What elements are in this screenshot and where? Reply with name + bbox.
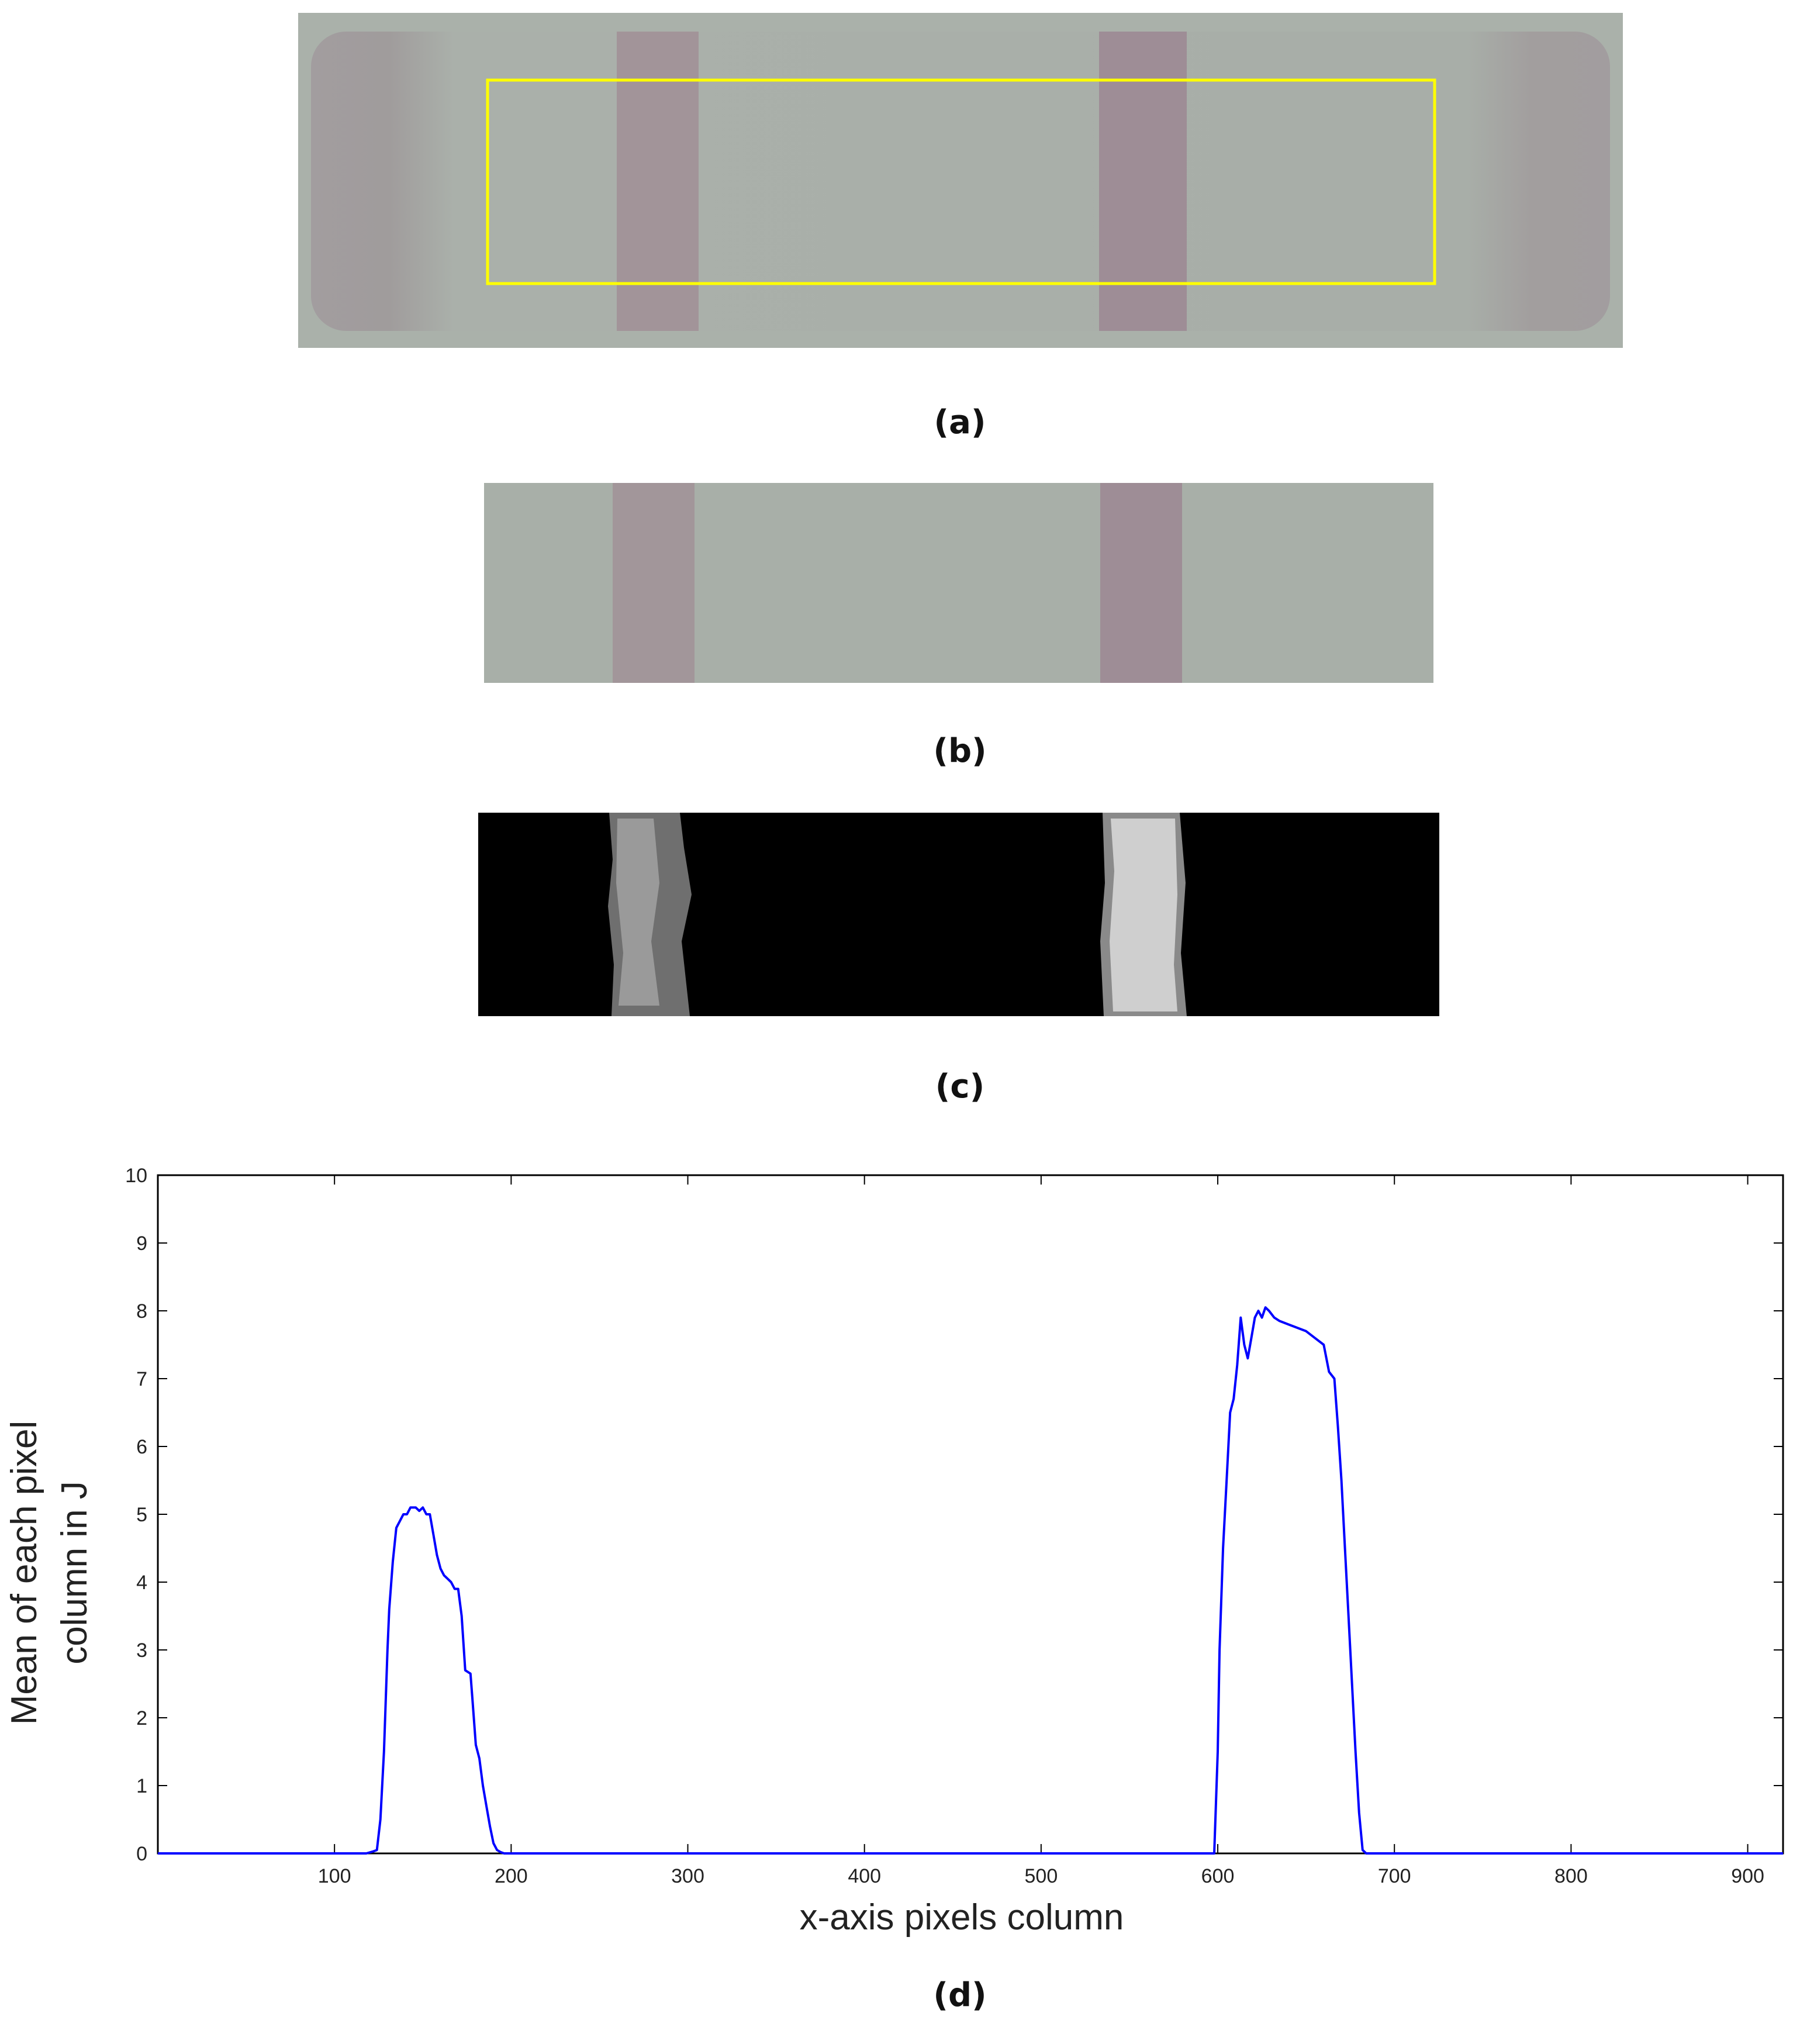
roi-box [486,78,1436,285]
test-line [617,32,699,331]
x-tick-label: 600 [1201,1865,1235,1887]
x-tick-label: 300 [671,1865,704,1887]
segmented-test-band-core [616,819,659,1006]
plot-frame [157,1174,1784,1855]
y-axis-label-line1: Mean of each pixel [4,1421,44,1725]
caption-d: (d) [933,1976,987,2014]
y-tick-label: 4 [136,1572,147,1594]
y-tick-label: 8 [136,1300,147,1323]
x-tick-label: 100 [318,1865,351,1887]
strip-photo-full [298,13,1623,348]
y-tick-label: 1 [136,1775,147,1797]
chart-axes: 100 200 300 400 500 600 700 800 900 0 1 2 3 4 5 6 7 8 9 10 [125,1165,1784,1887]
x-tick-label: 500 [1025,1865,1058,1887]
chart-panel: 100 200 300 400 500 600 700 800 900 0 1 2 3 4 5 6 7 8 9 10 … [0,1146,1800,1964]
chart-labels: x-axis pixels column Mean of each pixel … [4,1421,1124,1938]
x-axis-label: x-axis pixels column [800,1897,1124,1938]
segmented-image [478,813,1439,1016]
x-tick-label: 900 [1731,1865,1764,1887]
y-axis-label-line2: column in J [54,1481,95,1665]
roi-crop-panel [484,483,1433,683]
x-tick-label: 200 [495,1865,528,1887]
roi-control-line [1100,483,1182,683]
y-tick-label: 6 [136,1436,147,1458]
y-tick-label: 5 [136,1504,147,1526]
caption-b: (b) [933,732,987,770]
strip-photo-panel [298,13,1623,348]
caption-c: (c) [935,1068,985,1106]
chart-series [158,1306,1783,1855]
caption-a: (a) [934,403,986,441]
x-tick-label: 400 [848,1865,881,1887]
y-tick-label: 7 [136,1368,147,1390]
profile-chart: 100 200 300 400 500 600 700 800 900012345678910 … [4,1165,1784,1938]
x-tick-label: 700 [1378,1865,1411,1887]
y-tick-label: 9 [136,1232,147,1255]
segmented-control-band-core [1110,819,1177,1011]
roi-test-line [613,483,695,683]
strip-window [311,32,1610,331]
series-line [158,1306,1783,1855]
x-tick-label: 800 [1554,1865,1588,1887]
control-line [1099,32,1187,331]
roi-crop-image [484,483,1433,683]
segmented-panel [478,813,1439,1016]
y-tick-label: 0 [136,1843,147,1865]
y-tick-label: 10 [125,1165,147,1187]
y-tick-label: 3 [136,1639,147,1662]
y-tick-label: 2 [136,1707,147,1729]
